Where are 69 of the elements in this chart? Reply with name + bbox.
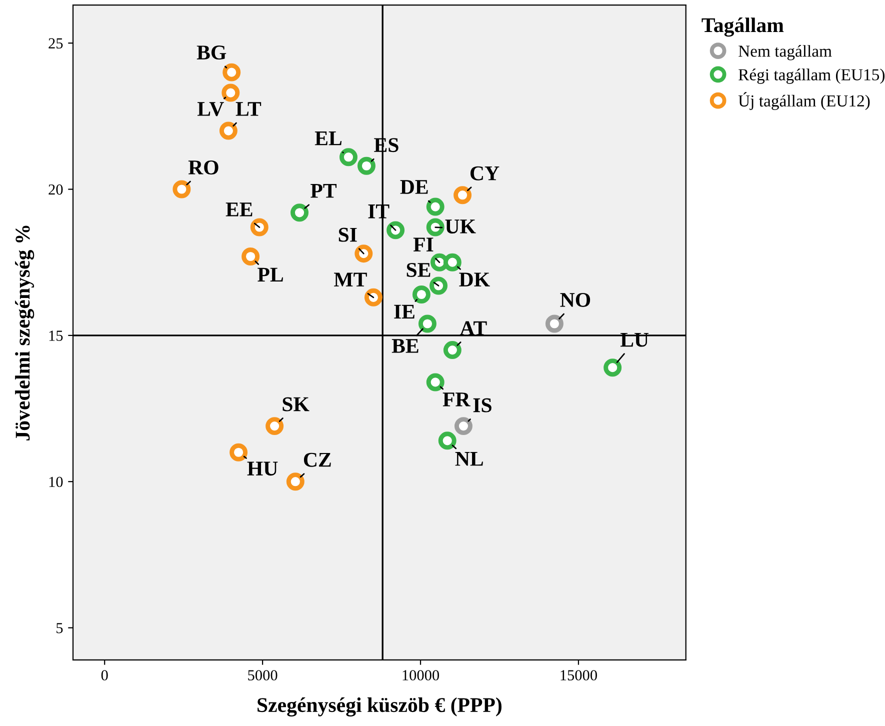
legend-label: Nem tagállam (738, 45, 832, 60)
point (454, 186, 472, 204)
x-tick-label: 0 (101, 670, 108, 680)
annotation: IS (473, 398, 492, 412)
point (230, 443, 248, 462)
x-tick-label: 15000 (560, 670, 597, 680)
annotation: UK (445, 220, 476, 234)
annotation: SK (282, 397, 310, 412)
annotation: EE (226, 202, 252, 216)
point (426, 218, 444, 236)
point (430, 276, 448, 295)
point (418, 314, 436, 333)
annotation: PL (258, 268, 283, 282)
y-tick-label: 25 (48, 38, 63, 49)
y-tick-label: 15 (49, 330, 63, 341)
point (386, 221, 405, 240)
point (222, 63, 241, 82)
point (412, 286, 430, 304)
point (242, 248, 260, 266)
annotation: DK (459, 272, 490, 286)
annotation: HU (247, 462, 278, 476)
point (286, 472, 304, 491)
annotation: IE (394, 304, 414, 319)
x-tick-label: 10000 (402, 670, 440, 680)
annotation: CY (470, 166, 500, 180)
annotation: MT (334, 272, 367, 286)
annotation: NO (560, 292, 590, 307)
point (545, 314, 564, 333)
point (222, 84, 240, 102)
point (426, 373, 444, 392)
point (604, 358, 622, 377)
annotation: SE (406, 262, 430, 277)
annotation: FR (442, 392, 470, 406)
point (426, 198, 444, 216)
point (354, 244, 373, 263)
point (219, 122, 238, 140)
point (290, 204, 309, 222)
annotation: EL (314, 131, 342, 146)
y-tick-label: 5 (56, 623, 63, 634)
x-tick-label: 5000 (248, 670, 278, 680)
point (443, 341, 462, 360)
annotation: PT (310, 184, 337, 198)
annotation: CZ (304, 452, 331, 467)
annotation: LV (197, 102, 224, 116)
y-tick-label: 10 (49, 476, 63, 488)
x-axis-title: Szegénységi küszöb € (PPP) (258, 697, 502, 716)
annotation: FI (413, 238, 434, 252)
annotation: BG (196, 46, 226, 60)
legend-label: Régi tagállam (EU15) (738, 68, 884, 84)
y-axis-title: Jövedelmi szegénység % (15, 226, 34, 440)
annotation: SI (338, 228, 357, 242)
legend-label: Új tagállam (EU12) (738, 92, 870, 110)
point (250, 218, 268, 236)
annotation: BE (392, 339, 418, 353)
legend-title: Tagállam (702, 18, 784, 37)
annotation: DE (400, 180, 428, 194)
point (358, 156, 376, 175)
annotation: AT (460, 321, 487, 336)
annotation: LT (236, 102, 262, 116)
annotation: RO (188, 160, 218, 174)
point (454, 417, 472, 436)
point (438, 432, 456, 450)
y-tick-label: 20 (48, 184, 63, 195)
annotation: NL (455, 452, 483, 466)
point (443, 253, 462, 272)
point (364, 288, 382, 306)
point (339, 148, 358, 166)
point (172, 180, 191, 198)
point (266, 417, 284, 436)
